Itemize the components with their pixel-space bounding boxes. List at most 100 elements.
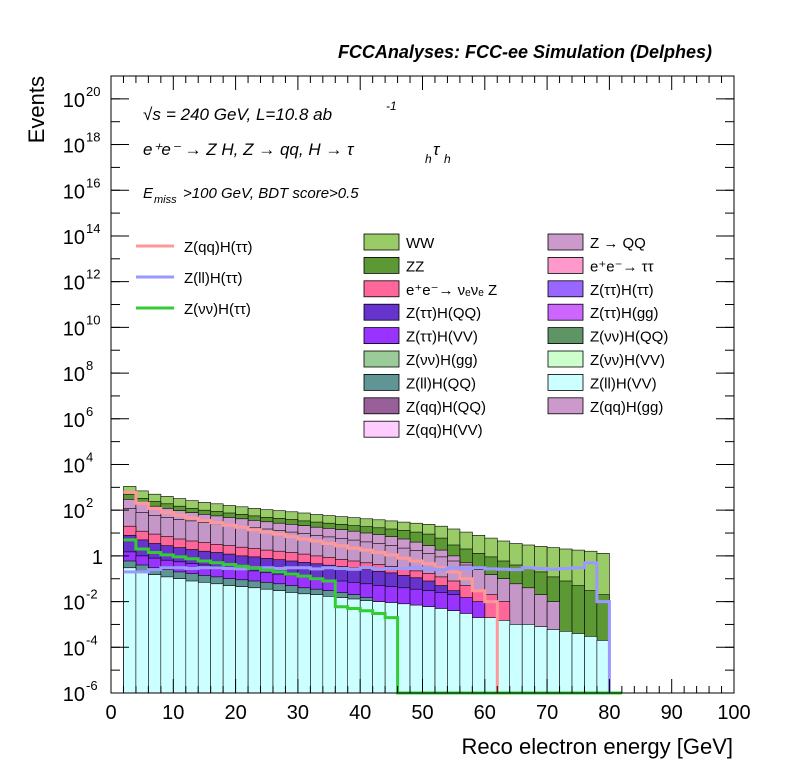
bar-zllhvv-0: [123, 567, 137, 694]
bar-zllhvv-10: [247, 587, 261, 694]
legend-swatch: [363, 256, 400, 274]
bar-zllhvv-2: [148, 574, 162, 694]
legend-label: Z(ττ)H(gg): [590, 305, 659, 322]
annotation-process: e⁺e⁻ → Z H, Z → qq, H → τ h τ h: [143, 140, 451, 166]
bar-zllhvv-3: [160, 576, 174, 694]
legend-label: Z → QQ: [590, 235, 646, 252]
legend-swatch: [363, 373, 400, 391]
legend-swatch: [547, 373, 584, 391]
legend-label: Z(νν)H(VV): [590, 352, 665, 369]
y-tick-label: 10: [63, 455, 85, 477]
legend-label: Z(qq)H(QQ): [406, 399, 486, 416]
chart-header: FCCAnalyses: FCC-ee Simulation (Delphes): [338, 42, 712, 62]
legend-label: Z(ττ)H(QQ): [406, 305, 481, 322]
emiss-symbol: E: [143, 185, 154, 202]
legend-backgrounds-1: WW ZZ e⁺e⁻→ νₑνₑ Z Z(ττ)H(QQ) Z(ττ)H(VV) Z(νν…: [363, 233, 497, 439]
bar-zllhvv-8: [222, 585, 236, 694]
y-tick-label: 10: [63, 273, 85, 295]
bar-zllhvv-22: [397, 603, 411, 694]
legend-label: Z(ττ)H(VV): [406, 329, 478, 346]
bar-zllhvv-27: [459, 613, 473, 694]
y-tick-exponent: 10: [86, 312, 100, 327]
y-tick-label: 10: [63, 136, 85, 158]
bar-zllhvv-26: [447, 610, 461, 694]
y-axis-label: Events: [24, 76, 49, 143]
y-tick-exponent: 18: [86, 130, 100, 145]
line-series-0: [123, 490, 622, 695]
y-tick-label: 10: [63, 181, 85, 203]
legend-label: e⁺e⁻→ ττ: [590, 258, 654, 275]
legend-backgrounds-2: Z → QQ e⁺e⁻→ ττ Z(ττ)H(ττ) Z(ττ)H(gg) Z(νν)H…: [547, 233, 668, 416]
legend-label: Z(ll)H(QQ): [406, 375, 476, 392]
bar-zllhvv-1: [135, 571, 149, 694]
bar-zllhvv-23: [409, 604, 423, 694]
legend-swatch: [363, 420, 400, 438]
bar-zllhvv-37: [584, 636, 598, 694]
tau-symbol-2: τ: [433, 140, 441, 159]
annotation-selection: E miss >100 GeV, BDT score>0.5: [143, 185, 359, 206]
legend-label: WW: [406, 235, 435, 252]
x-tick-label: 20: [224, 702, 246, 724]
y-tick-label: 10: [63, 501, 85, 523]
y-tick-label: 10: [63, 638, 85, 660]
bar-zllhvv-29: [484, 617, 498, 694]
bar-zllhvv-31: [509, 624, 523, 694]
legend-label: Z(νν)H(gg): [406, 352, 478, 369]
bar-zllhvv-34: [546, 629, 560, 694]
x-axis-ticks: 0 10 20 30 40 50 60 70 80 90 100: [105, 76, 751, 724]
bar-zllhvv-9: [235, 586, 249, 694]
y-tick-exponent: 2: [86, 495, 93, 510]
y-tick-label: 10: [63, 593, 85, 615]
bar-zllhvv-38: [596, 640, 610, 694]
y-tick-label: 10: [63, 318, 85, 340]
legend-label: Z(qq)H(gg): [590, 399, 663, 416]
legend-swatch: [547, 303, 584, 321]
bar-zllhvv-13: [285, 592, 299, 694]
y-tick-label: 10: [63, 364, 85, 386]
legend-label: Z(ττ)H(ττ): [590, 282, 654, 299]
x-axis-label: Reco electron energy [GeV]: [462, 734, 733, 759]
y-tick-label: 10: [63, 684, 85, 706]
bar-zllhvv-30: [496, 620, 511, 694]
legend-label: e⁺e⁻→ νₑνₑ Z: [406, 282, 497, 299]
bar-zllhvv-35: [559, 630, 573, 694]
legend-swatch: [547, 233, 584, 251]
x-tick-label: 90: [661, 702, 683, 724]
energy-lumi-text: = 240 GeV, L=10.8 ab: [166, 105, 332, 124]
x-tick-label: 30: [287, 702, 309, 724]
y-tick-exponent: 20: [86, 84, 100, 99]
legend-swatch: [547, 397, 584, 415]
legend-swatch: [547, 327, 584, 345]
legend-label: Z(νν)H(QQ): [590, 329, 668, 346]
y-tick-label: 10: [63, 410, 85, 432]
x-tick-label: 0: [105, 702, 116, 724]
y-tick-exponent: 14: [86, 221, 100, 236]
process-text: e⁺e⁻ → Z H, Z → qq, H → τ: [143, 140, 355, 159]
bar-zllhvv-7: [210, 583, 224, 694]
bar-zllhvv-6: [197, 581, 211, 694]
selection-text: >100 GeV, BDT score>0.5: [183, 185, 359, 202]
sqrt-s-symbol: √s: [143, 105, 161, 124]
legend-swatch: [363, 327, 400, 345]
bar-zllhvv-12: [272, 590, 286, 694]
x-tick-label: 50: [411, 702, 433, 724]
y-tick-exponent: 8: [86, 358, 93, 373]
bar-zllhvv-18: [347, 598, 361, 694]
x-tick-label: 10: [162, 702, 184, 724]
y-tick-exponent: 12: [86, 267, 100, 282]
y-tick-exponent: 6: [86, 404, 93, 419]
x-tick-label: 100: [717, 702, 750, 724]
legend-swatch: [547, 280, 584, 298]
bar-zllhvv-17: [334, 597, 349, 694]
y-tick-exponent: -4: [86, 632, 98, 647]
legend-signals: Z(qq)H(ττ) Z(ll)H(ττ) Z(νν)H(ττ): [136, 239, 253, 318]
y-tick-exponent: -6: [86, 678, 98, 693]
x-tick-label: 60: [474, 702, 496, 724]
y-tick-label: 10: [63, 90, 85, 112]
bar-zllhvv-5: [185, 580, 199, 694]
bar-zllhvv-14: [297, 593, 311, 694]
bar-zllhvv-25: [434, 608, 448, 694]
lumi-exponent: -1: [386, 99, 397, 113]
